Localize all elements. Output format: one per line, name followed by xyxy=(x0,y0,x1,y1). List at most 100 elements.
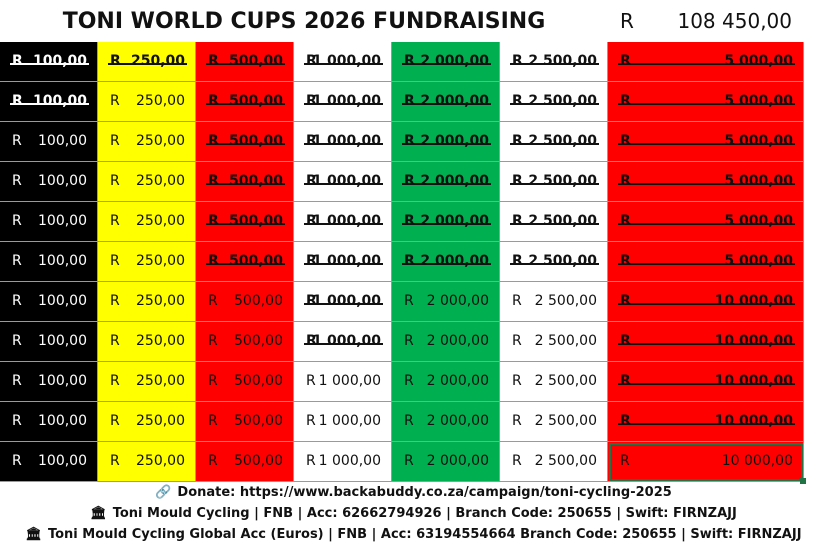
amount-cell[interactable]: R 5 000,00 xyxy=(608,122,804,162)
currency-symbol: R xyxy=(12,453,22,469)
strikethrough-line xyxy=(618,383,795,385)
amount-cell[interactable]: R 500,00 xyxy=(196,82,294,122)
amount-cell[interactable]: R 10 000,00 xyxy=(608,402,804,442)
amount-cell[interactable]: R 100,00 xyxy=(0,282,98,322)
total-cell[interactable]: R 108 450,00 xyxy=(608,0,804,42)
amount-cell[interactable]: R 500,00 xyxy=(196,442,294,482)
amount-cell[interactable]: R 500,00 xyxy=(196,42,294,82)
amount-cell[interactable]: R 2 500,00 xyxy=(500,362,608,402)
amount-cell[interactable]: R 250,00 xyxy=(98,442,196,482)
amount-cell[interactable]: R 100,00 xyxy=(0,442,98,482)
amount-cell[interactable]: R 2 000,00 xyxy=(392,282,500,322)
amount-cell[interactable]: R 2 000,00 xyxy=(392,442,500,482)
amount-cell[interactable]: R 100,00 xyxy=(0,242,98,282)
amount-cell[interactable]: R 100,00 xyxy=(0,362,98,402)
amount-cell[interactable]: R 500,00 xyxy=(196,242,294,282)
amount-cell[interactable]: R 250,00 xyxy=(98,242,196,282)
amount-cell[interactable]: R 250,00 xyxy=(98,402,196,442)
amount-cell[interactable]: R 10 000,00 xyxy=(608,362,804,402)
strikethrough-line xyxy=(304,343,383,345)
amount-cell[interactable]: R 500,00 xyxy=(196,402,294,442)
amount-cell[interactable]: R 250,00 xyxy=(98,82,196,122)
amount-value: 1 000,00 xyxy=(318,453,381,469)
amount-cell[interactable]: R 2 500,00 xyxy=(500,202,608,242)
amount-value: 2 500,00 xyxy=(534,293,597,309)
amount-cell[interactable]: R 100,00 xyxy=(0,82,98,122)
amount-cell[interactable]: R 250,00 xyxy=(98,122,196,162)
amount-cell[interactable]: R 2 000,00 xyxy=(392,362,500,402)
amount-cell[interactable]: R 2 500,00 xyxy=(500,282,608,322)
amount-cell[interactable]: R 250,00 xyxy=(98,362,196,402)
amount-cell[interactable]: R 100,00 xyxy=(0,162,98,202)
amount-cell[interactable]: R 2 000,00 xyxy=(392,322,500,362)
amount-cell[interactable]: R 100,00 xyxy=(0,402,98,442)
amount-value: 500,00 xyxy=(228,253,283,269)
amount-cell[interactable]: R 2 000,00 xyxy=(392,162,500,202)
amount-cell[interactable]: R 2 500,00 xyxy=(500,82,608,122)
amount-cell[interactable]: R 2 500,00 xyxy=(500,442,608,482)
amount-cell[interactable]: R 250,00 xyxy=(98,282,196,322)
amount-cell[interactable]: R 500,00 xyxy=(196,122,294,162)
currency-symbol: R xyxy=(512,53,523,69)
amount-cell[interactable]: R 2 500,00 xyxy=(500,42,608,82)
currency-symbol: R xyxy=(620,333,631,349)
amount-cell[interactable]: R 2 500,00 xyxy=(500,122,608,162)
amount-cell[interactable]: R 2 500,00 xyxy=(500,242,608,282)
amount-cell[interactable]: R 2 500,00 xyxy=(500,162,608,202)
currency-symbol: R xyxy=(110,213,120,229)
fill-handle[interactable] xyxy=(800,478,806,484)
amount-cell[interactable]: R 250,00 xyxy=(98,162,196,202)
amount-cell[interactable]: R 2 000,00 xyxy=(392,202,500,242)
amount-cell[interactable]: R 250,00 xyxy=(98,322,196,362)
amount-cell[interactable]: R 500,00 xyxy=(196,282,294,322)
currency-symbol: R xyxy=(306,53,317,69)
amount-cell[interactable]: R 5 000,00 xyxy=(608,202,804,242)
amount-cell[interactable]: R 5 000,00 xyxy=(608,42,804,82)
amount-cell[interactable]: R 500,00 xyxy=(196,322,294,362)
currency-symbol: R xyxy=(208,373,218,389)
amount-cell[interactable]: R 2 000,00 xyxy=(392,402,500,442)
amount-cell[interactable]: R 100,00 xyxy=(0,122,98,162)
currency-symbol: R xyxy=(404,373,414,389)
amount-cell[interactable]: R 2 500,00 xyxy=(500,322,608,362)
amount-cell[interactable]: R 2 000,00 xyxy=(392,242,500,282)
amount-cell[interactable]: R 100,00 xyxy=(0,202,98,242)
bank-line-zar[interactable]: 🏛 Toni Mould Cycling | FNB | Acc: 6266279… xyxy=(0,506,827,521)
amount-cell[interactable]: R 250,00 xyxy=(98,202,196,242)
amount-value: 2 500,00 xyxy=(534,373,597,389)
amount-cell[interactable]: R 5 000,00 xyxy=(608,242,804,282)
amount-cell[interactable]: R 2 000,00 xyxy=(392,82,500,122)
amount-cell[interactable]: R 2 500,00 xyxy=(500,402,608,442)
amount-cell[interactable]: R 250,00 xyxy=(98,42,196,82)
currency-symbol: R xyxy=(12,93,23,109)
amount-cell[interactable]: R 10 000,00 xyxy=(608,322,804,362)
amount-cell[interactable]: R 10 000,00 xyxy=(608,282,804,322)
amount-cell[interactable]: R 2 000,00 xyxy=(392,42,500,82)
amount-cell[interactable]: R 5 000,00 xyxy=(608,82,804,122)
donate-line[interactable]: 🔗 Donate: https://www.backabuddy.co.za/ca… xyxy=(0,485,827,500)
amount-cell[interactable]: R 100,00 xyxy=(0,322,98,362)
amount-cell[interactable]: R 100,00 xyxy=(0,42,98,82)
amount-cell[interactable]: R 10 000,00 xyxy=(608,442,804,482)
amount-value: 500,00 xyxy=(234,333,283,349)
sheet-title[interactable]: TONI WORLD CUPS 2026 FUNDRAISING xyxy=(62,8,546,34)
amount-value: 10 000,00 xyxy=(714,373,793,389)
amount-cell[interactable]: R 500,00 xyxy=(196,162,294,202)
bank-line-eur[interactable]: 🏛 Toni Mould Cycling Global Acc (Euros) |… xyxy=(0,527,827,542)
amount-cell[interactable]: R 2 000,00 xyxy=(392,122,500,162)
amount-cell[interactable]: R 5 000,00 xyxy=(608,162,804,202)
amount-value: 1 000,00 xyxy=(312,93,381,109)
amount-cell[interactable]: R 500,00 xyxy=(196,202,294,242)
amount-cell[interactable]: R 500,00 xyxy=(196,362,294,402)
